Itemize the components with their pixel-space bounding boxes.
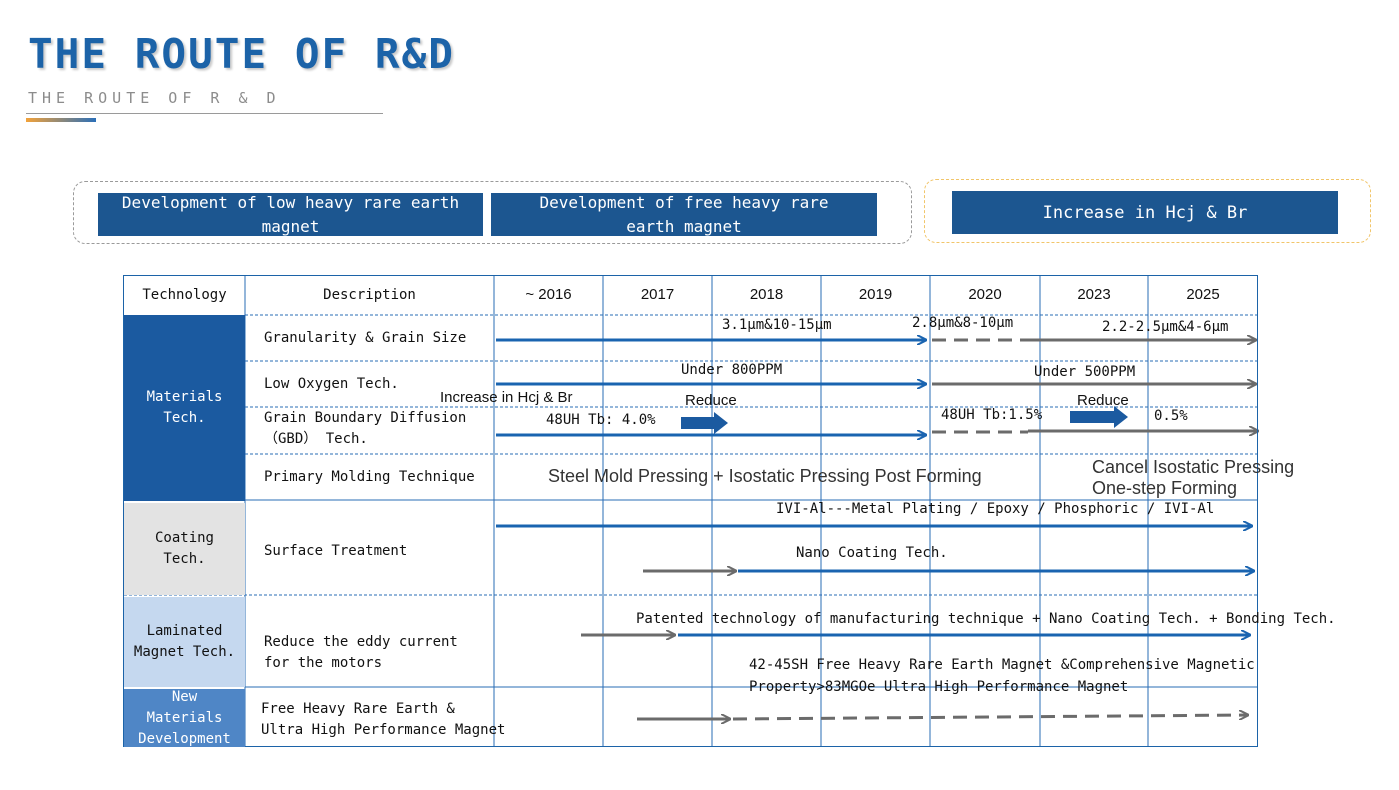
- category-label: Magnet Tech.: [133, 644, 236, 660]
- category-coating-tech: Coating Tech.: [124, 503, 245, 595]
- banner-line: Increase in Hcj & Br: [1042, 202, 1248, 223]
- category-label: Materials: [146, 709, 223, 726]
- annotation-gbd-2025: 0.5%: [1154, 408, 1188, 424]
- category-label: Coating: [154, 530, 214, 546]
- banner-increase-hcj-br: Increase in Hcj & Br: [952, 191, 1338, 234]
- header-description: Description: [323, 287, 416, 303]
- annotation-free-heavy-2: Property>83MGOe Ultra High Performance M…: [749, 679, 1129, 695]
- banner-line: earth magnet: [626, 216, 742, 236]
- annotation-grain-2018: 3.1μm&10-15μm: [722, 317, 832, 333]
- hcj-br-frame: [924, 179, 1371, 243]
- annotation-oxygen-800: Under 800PPM: [681, 362, 783, 378]
- row-lines: [124, 314, 1258, 596]
- category-label: Laminated: [146, 623, 223, 639]
- category-label: Materials: [146, 389, 223, 405]
- annotation-molding-future-1: Cancel Isostatic Pressing: [1092, 457, 1295, 477]
- desc-eddy-line1: Reduce the eddy current: [264, 634, 458, 650]
- page-title: THE ROUTE OF R&D: [28, 30, 455, 78]
- category-new-materials: New Materials Development: [124, 689, 245, 747]
- category-label: New: [171, 688, 198, 705]
- title-divider: [26, 113, 383, 114]
- banner-low-heavy-rare-earth: Development of low heavy rare earth magne…: [98, 193, 483, 236]
- title-accent-bar: [26, 118, 96, 122]
- reduce-arrow-icon: [1070, 406, 1128, 428]
- new-materials-dashed-arrow: [732, 715, 1248, 721]
- year-2016: ~ 2016: [525, 286, 572, 303]
- desc-molding: Primary Molding Technique: [264, 469, 475, 485]
- annotation-reduce-2: Reduce: [1077, 392, 1129, 409]
- section-lines: [245, 499, 1258, 688]
- category-label: Tech.: [163, 551, 206, 567]
- annotation-hcj-br: Increase in Hcj & Br: [440, 389, 573, 406]
- year-2018: 2018: [749, 286, 784, 303]
- annotation-grain-2020: 2.8μm&8-10μm: [912, 315, 1014, 331]
- reduce-arrow-icon: [681, 412, 728, 434]
- desc-free-line2: Ultra High Performance Magnet: [261, 722, 506, 738]
- category-materials-tech: Materials Tech.: [124, 315, 245, 501]
- year-2017: 2017: [640, 286, 675, 303]
- annotation-surface-treatment: IVI-Al---Metal Plating / Epoxy / Phospho…: [776, 501, 1215, 517]
- annotation-oxygen-500: Under 500PPM: [1034, 364, 1136, 380]
- low-free-heavy-frame: [73, 181, 912, 244]
- annotation-reduce-1: Reduce: [685, 392, 737, 409]
- year-2025: 2025: [1186, 286, 1220, 303]
- header-technology: Technology: [142, 287, 227, 303]
- desc-granularity: Granularity & Grain Size: [264, 330, 467, 346]
- annotation-gbd-2020: 48UH Tb:1.5%: [941, 407, 1043, 423]
- desc-gbd-line2: （GBD） Tech.: [264, 431, 368, 447]
- category-label: Development: [138, 730, 231, 747]
- banner-free-heavy-rare-earth: Development of free heavy rare earth magn…: [491, 193, 877, 236]
- annotation-free-heavy-1: 42-45SH Free Heavy Rare Earth Magnet &Co…: [749, 657, 1255, 673]
- annotation-laminated: Patented technology of manufacturing tec…: [636, 611, 1336, 627]
- desc-surface: Surface Treatment: [264, 543, 408, 559]
- desc-free-line1: Free Heavy Rare Earth &: [261, 701, 455, 717]
- annotation-grain-2025: 2.2-2.5μm&4-6μm: [1102, 319, 1229, 335]
- page-subtitle: THE ROUTE OF R & D: [28, 89, 281, 107]
- year-2023: 2023: [1077, 286, 1111, 303]
- year-2020: 2020: [968, 286, 1002, 303]
- annotation-molding-current: Steel Mold Pressing + Isostatic Pressing…: [548, 466, 982, 486]
- annotation-nano-coating: Nano Coating Tech.: [796, 545, 948, 561]
- column-lines: [244, 276, 1149, 747]
- category-laminated-magnet-tech: Laminated Magnet Tech.: [124, 597, 245, 687]
- banner-line: Development of free heavy rare: [539, 192, 829, 212]
- annotation-molding-future-2: One-step Forming: [1092, 478, 1238, 498]
- annotation-gbd-2016: 48UH Tb: 4.0%: [546, 412, 656, 428]
- banner-line: Development of low heavy rare earth: [121, 192, 460, 212]
- desc-eddy-line2: for the motors: [264, 655, 383, 671]
- roadmap-table-frame: [123, 275, 1258, 747]
- desc-low-oxygen: Low Oxygen Tech.: [264, 376, 399, 392]
- category-label: Tech.: [163, 410, 206, 426]
- banner-line: magnet: [261, 216, 320, 236]
- desc-gbd-line1: Grain Boundary Diffusion: [264, 410, 467, 426]
- year-2019: 2019: [858, 286, 893, 303]
